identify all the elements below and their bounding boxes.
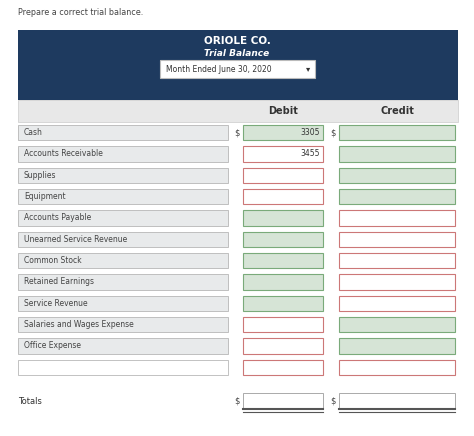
Text: Prepare a correct trial balance.: Prepare a correct trial balance. [18,8,143,17]
Text: Retained Earnings: Retained Earnings [24,277,94,286]
Bar [18,30,458,100]
Bar [18,360,228,375]
Text: $: $ [330,128,336,137]
Bar [243,189,323,204]
Bar [243,296,323,311]
Bar [339,189,455,204]
Bar [243,253,323,268]
Text: Common Stock: Common Stock [24,256,82,265]
Bar [339,253,455,268]
Bar [243,274,323,290]
Bar [243,125,323,140]
Text: Debit: Debit [268,106,298,116]
Bar [18,210,228,226]
Bar [339,210,455,226]
Bar [339,317,455,332]
Bar [18,274,228,290]
Text: Accounts Payable: Accounts Payable [24,214,91,222]
Bar [18,296,228,311]
Text: Month Ended June 30, 2020: Month Ended June 30, 2020 [166,65,272,74]
Bar [339,360,455,375]
Bar [18,100,458,122]
Text: $: $ [330,396,336,405]
Text: Equipment: Equipment [24,192,65,201]
Bar [339,146,455,162]
Bar [243,317,323,332]
Bar [339,393,455,409]
Text: Office Expense: Office Expense [24,341,81,351]
Text: Supplies: Supplies [24,171,56,180]
Bar [18,317,228,332]
Text: Service Revenue: Service Revenue [24,299,88,308]
Bar [339,232,455,247]
Bar [339,338,455,354]
Bar [243,360,323,375]
Text: Unearned Service Revenue: Unearned Service Revenue [24,235,127,244]
Text: 3455: 3455 [301,150,320,159]
Bar [243,168,323,183]
Text: Cash: Cash [24,128,43,137]
Bar [243,210,323,226]
Bar [243,232,323,247]
Bar [339,168,455,183]
Bar [243,338,323,354]
Text: Trial Balance: Trial Balance [204,48,270,58]
Text: Salaries and Wages Expense: Salaries and Wages Expense [24,320,134,329]
Bar [18,146,228,162]
Bar [243,393,323,409]
Bar [18,189,228,204]
Text: Accounts Receivable: Accounts Receivable [24,150,103,159]
Text: Totals: Totals [18,396,42,405]
Bar [339,296,455,311]
Bar [18,168,228,183]
Bar [18,232,228,247]
Text: ORIOLE CO.: ORIOLE CO. [203,36,271,46]
Text: Credit: Credit [380,106,414,116]
Bar [243,146,323,162]
Text: ▾: ▾ [306,65,310,74]
Bar [18,338,228,354]
Bar [18,253,228,268]
Bar [18,125,228,140]
Text: $: $ [234,128,239,137]
Bar [160,60,315,78]
Text: $: $ [234,396,239,405]
Bar [339,125,455,140]
Text: 3305: 3305 [301,128,320,137]
Bar [339,274,455,290]
